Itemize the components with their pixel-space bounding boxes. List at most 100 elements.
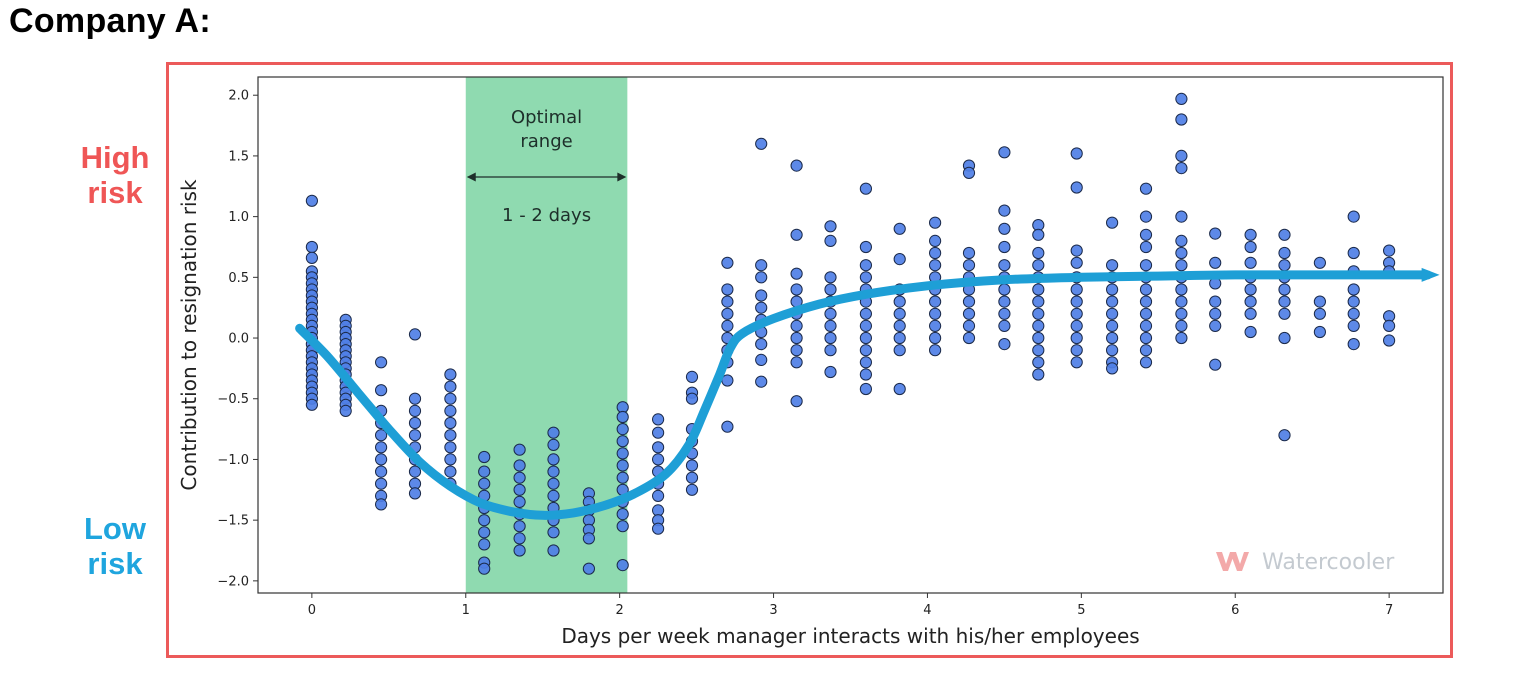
data-point xyxy=(962,166,976,179)
data-point xyxy=(824,220,837,233)
data-point xyxy=(685,370,699,383)
data-point xyxy=(1106,259,1119,272)
y-tick-label: 2.0 xyxy=(228,89,249,104)
data-point xyxy=(1244,325,1257,339)
data-point xyxy=(929,331,942,345)
data-point xyxy=(824,331,837,345)
data-point xyxy=(790,267,803,280)
low-risk-label-line2: risk xyxy=(87,546,143,581)
range-arrowhead-right xyxy=(617,172,627,182)
data-point xyxy=(444,453,457,466)
y-tick-label: −0.5 xyxy=(217,392,249,407)
data-point xyxy=(1032,331,1045,345)
data-point xyxy=(616,459,629,472)
data-point xyxy=(652,441,665,454)
data-point xyxy=(998,283,1011,296)
data-point xyxy=(1278,429,1291,442)
data-point xyxy=(893,222,906,235)
data-point xyxy=(513,544,526,557)
data-point xyxy=(1139,307,1153,320)
data-point xyxy=(755,301,768,314)
data-point xyxy=(1278,259,1291,272)
data-point xyxy=(1032,368,1045,381)
data-point xyxy=(1347,295,1360,308)
data-point xyxy=(616,410,629,424)
x-tick-label: 1 xyxy=(462,603,470,618)
data-point xyxy=(375,498,388,511)
data-point xyxy=(1070,256,1083,269)
data-point xyxy=(1070,244,1083,257)
data-point xyxy=(893,344,906,357)
data-point xyxy=(547,453,560,466)
data-point xyxy=(962,319,976,332)
data-point xyxy=(1070,295,1083,308)
data-point xyxy=(1209,319,1222,332)
data-point xyxy=(824,234,837,247)
x-tick-label: 5 xyxy=(1077,603,1085,618)
data-point xyxy=(893,295,906,308)
data-point xyxy=(998,338,1011,351)
plot-area-border xyxy=(257,76,1444,594)
data-point xyxy=(790,319,803,332)
y-tick-label: −1.0 xyxy=(217,453,249,468)
data-point xyxy=(1139,344,1153,357)
data-point xyxy=(790,283,803,296)
data-point xyxy=(1032,295,1045,308)
watercooler-logo-icon xyxy=(1216,552,1249,571)
data-point xyxy=(1175,234,1188,247)
data-point xyxy=(1070,181,1083,194)
data-point xyxy=(1383,244,1396,257)
data-point xyxy=(1313,325,1327,339)
data-point xyxy=(1139,356,1153,369)
data-point xyxy=(305,398,318,411)
data-point xyxy=(1106,319,1119,332)
data-point xyxy=(998,222,1011,235)
data-point xyxy=(1347,210,1360,223)
data-point xyxy=(755,137,768,150)
data-point xyxy=(1032,307,1045,320)
data-point xyxy=(929,234,942,247)
data-point xyxy=(375,356,388,369)
low-risk-label-line1: Low xyxy=(84,511,146,546)
data-point xyxy=(929,295,942,308)
data-point xyxy=(755,271,768,284)
data-point xyxy=(859,382,873,396)
data-point xyxy=(962,295,976,308)
data-point xyxy=(1209,307,1222,320)
data-point xyxy=(513,459,526,472)
data-point xyxy=(513,471,526,484)
data-point xyxy=(547,544,560,557)
data-point xyxy=(408,429,422,442)
y-tick-label: 1.0 xyxy=(228,210,249,225)
data-point xyxy=(1313,256,1327,269)
data-point xyxy=(444,392,457,405)
data-point xyxy=(478,514,491,527)
data-point xyxy=(1347,246,1360,260)
data-point xyxy=(1139,182,1153,195)
data-point xyxy=(478,562,491,575)
data-point xyxy=(859,368,873,381)
data-point xyxy=(1175,210,1188,223)
data-point xyxy=(1244,228,1257,241)
high-risk-label-line1: High xyxy=(80,140,150,175)
y-tick-label: 0.5 xyxy=(228,271,249,286)
data-point xyxy=(375,465,388,478)
data-point xyxy=(1139,331,1153,345)
x-axis-ticks: 0 1 2 3 4 5 6 7 xyxy=(308,593,1393,618)
data-point xyxy=(652,413,665,426)
data-point xyxy=(1175,149,1188,162)
data-point xyxy=(547,489,560,502)
data-point xyxy=(1106,344,1119,357)
data-point xyxy=(721,420,734,433)
data-point xyxy=(444,416,457,430)
data-point xyxy=(721,256,734,269)
data-point xyxy=(408,416,422,430)
data-point xyxy=(1209,227,1222,240)
data-point xyxy=(859,182,873,195)
data-point xyxy=(824,271,837,284)
data-point xyxy=(1139,295,1153,308)
data-point xyxy=(616,559,629,572)
data-point xyxy=(1313,307,1327,320)
data-point xyxy=(1139,259,1153,272)
data-point xyxy=(893,331,906,345)
